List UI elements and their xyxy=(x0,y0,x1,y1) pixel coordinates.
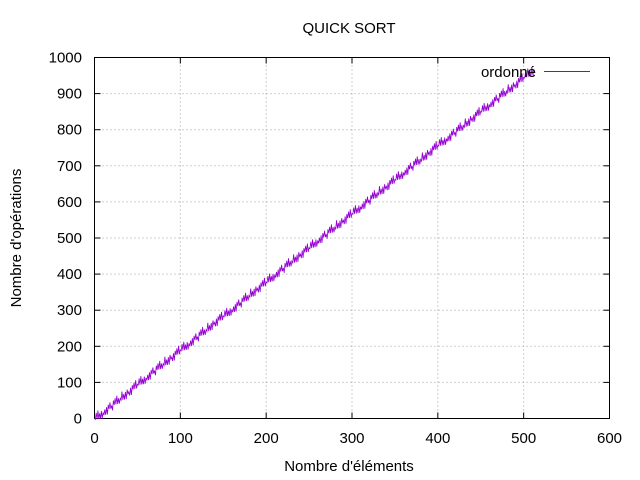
x-tick-label: 0 xyxy=(90,430,98,447)
y-tick-label: 800 xyxy=(57,122,82,139)
y-tick-label: 300 xyxy=(57,302,82,319)
y-tick-label: 600 xyxy=(57,194,82,211)
chart-title: QUICK SORT xyxy=(302,20,395,37)
x-tick-label: 100 xyxy=(168,430,193,447)
series-layer xyxy=(94,68,535,421)
x-tick-label: 300 xyxy=(339,430,364,447)
x-tick-label: 500 xyxy=(511,430,536,447)
y-axis-label: Nombre d'opérations xyxy=(8,169,25,308)
y-tick-label: 400 xyxy=(57,266,82,283)
axis-ticks: 0 100 200 300 400 500 600 0 100 200 300 400 500 600 70… xyxy=(49,50,622,448)
x-tick-label: 600 xyxy=(597,430,622,447)
y-tick-label: 0 xyxy=(74,411,82,428)
grid xyxy=(94,57,610,419)
y-tick-label: 1000 xyxy=(49,50,82,67)
y-tick-label: 100 xyxy=(57,374,82,391)
y-tick-label: 200 xyxy=(57,338,82,355)
y-tick-label: 900 xyxy=(57,86,82,103)
x-tick-label: 200 xyxy=(254,430,279,447)
series-line-ordonne xyxy=(94,68,535,421)
x-tick-label: 400 xyxy=(425,430,450,447)
legend-label-ordonne: ordonné xyxy=(481,64,536,81)
y-tick-label: 500 xyxy=(57,230,82,247)
x-axis-label: Nombre d'éléments xyxy=(284,458,414,475)
y-tick-label: 700 xyxy=(57,158,82,175)
legend: ordonné xyxy=(481,64,590,81)
